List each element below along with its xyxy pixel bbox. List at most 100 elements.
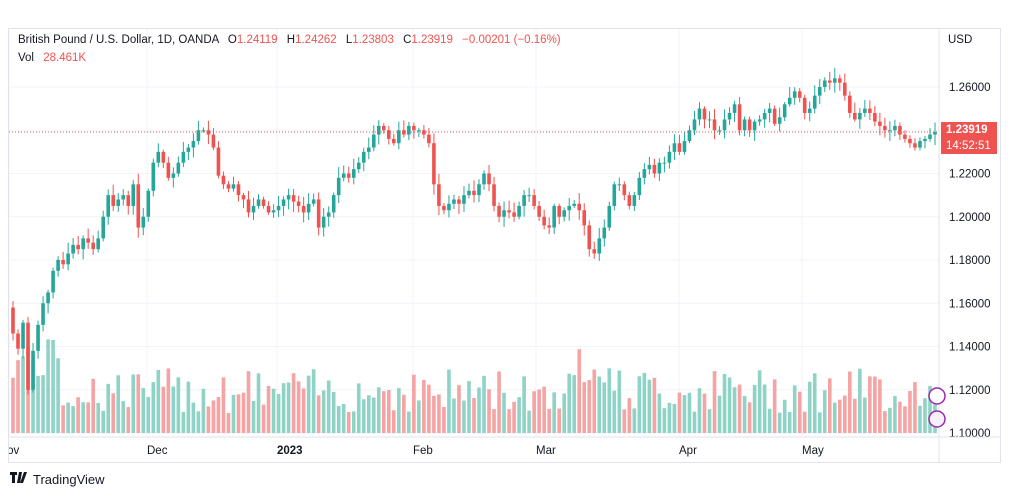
volume-bar <box>822 390 827 433</box>
volume-bar <box>447 369 451 433</box>
countdown-badge: 14:52:51 <box>941 139 997 154</box>
brand-name[interactable]: TradingView <box>33 472 105 487</box>
candle-body <box>878 121 882 126</box>
candle-body <box>822 80 827 87</box>
candle-body <box>863 108 867 113</box>
volume-bar <box>346 412 351 433</box>
volume-bar <box>351 411 356 433</box>
volume-bar <box>116 375 121 433</box>
candle-body <box>11 307 15 334</box>
volume-bar <box>326 380 331 433</box>
candle-body <box>732 104 737 113</box>
candle-body <box>226 184 231 189</box>
volume-bar <box>577 349 582 433</box>
close-value: 1.23919 <box>411 34 453 46</box>
candle-body <box>612 184 617 206</box>
volume-bar <box>306 375 311 433</box>
candle-body <box>582 210 587 226</box>
candle-body <box>321 216 326 228</box>
volume-bar <box>387 390 391 433</box>
volume-bar <box>231 394 236 433</box>
y-tick-label: 1.16000 <box>949 298 991 310</box>
candle-body <box>497 205 501 217</box>
candle-body <box>161 151 166 163</box>
candle-body <box>527 195 531 197</box>
candle-body <box>397 130 401 144</box>
candle-body <box>637 177 642 196</box>
candlestick-chart[interactable]: 1.260001.240001.220001.200001.180001.160… <box>9 29 1001 463</box>
volume-label[interactable]: Vol <box>18 52 34 64</box>
candle-body <box>792 91 797 98</box>
candle-body <box>662 162 667 164</box>
volume-bar <box>126 407 131 433</box>
last-price-badge: 1.23919 <box>941 122 997 139</box>
candle-body <box>71 244 75 254</box>
low-value: 1.23803 <box>352 34 394 46</box>
volume-bar <box>341 403 346 433</box>
volume-bar <box>131 374 136 433</box>
candle-body <box>216 147 221 176</box>
volume-bar <box>412 374 416 433</box>
volume-bar <box>657 393 662 433</box>
chart-frame[interactable]: 1.260001.240001.220001.200001.180001.160… <box>8 28 1001 463</box>
volume-bar <box>321 390 326 433</box>
volume-bar <box>868 376 872 433</box>
volume-bar <box>717 395 722 433</box>
volume-bar <box>191 402 196 433</box>
candle-body <box>402 130 406 135</box>
candle-body <box>587 225 592 250</box>
candle-body <box>482 173 486 185</box>
y-tick-label: 1.10000 <box>949 428 991 440</box>
candle-body <box>206 130 211 135</box>
volume-bar <box>737 384 742 433</box>
volume-bar <box>827 378 832 433</box>
candle-body <box>512 212 516 217</box>
volume-bar <box>667 402 672 433</box>
candle-body <box>316 199 321 228</box>
candle-body <box>326 212 331 217</box>
candle-body <box>572 203 577 206</box>
volume-bar <box>492 409 496 433</box>
candle-body <box>241 195 246 200</box>
candle-body <box>632 195 637 206</box>
volume-bar <box>161 386 166 433</box>
volume-bar <box>873 376 877 433</box>
candle-body <box>928 134 932 139</box>
candle-body <box>472 190 476 196</box>
candle-body <box>727 112 732 120</box>
volume-bar <box>587 380 592 433</box>
candle-body <box>672 143 677 152</box>
volume-bar <box>261 404 266 433</box>
volume-bar <box>843 395 847 433</box>
candle-body <box>642 169 647 178</box>
candle-body <box>787 97 792 105</box>
volume-bar <box>36 375 40 433</box>
candle-body <box>873 112 877 122</box>
candle-body <box>858 112 862 120</box>
volume-bar <box>522 376 526 433</box>
volume-bar <box>51 339 55 433</box>
volume-bar <box>893 395 897 433</box>
volume-bar <box>286 382 291 433</box>
open-value: 1.24119 <box>236 34 278 46</box>
x-tick-label: Apr <box>679 445 697 457</box>
volume-bar <box>853 398 857 433</box>
volume-bar <box>91 378 95 433</box>
candle-body <box>301 205 306 213</box>
candle-body <box>602 227 607 239</box>
candle-body <box>797 91 802 98</box>
volume-bar <box>221 377 226 433</box>
candle-body <box>266 205 271 213</box>
symbol-name[interactable]: British Pound / U.S. Dollar, 1D, OANDA <box>18 34 219 46</box>
candle-body <box>116 199 121 206</box>
candle-body <box>562 210 566 217</box>
event-badge-icon <box>928 387 946 405</box>
candle-body <box>923 138 927 142</box>
tradingview-logo-icon[interactable] <box>10 472 28 487</box>
candle-body <box>437 184 441 206</box>
y-tick-label: 1.26000 <box>949 82 991 94</box>
candle-body <box>647 164 652 170</box>
volume-bar <box>276 394 281 433</box>
candle-body <box>331 195 336 213</box>
volume-bar <box>156 369 161 433</box>
